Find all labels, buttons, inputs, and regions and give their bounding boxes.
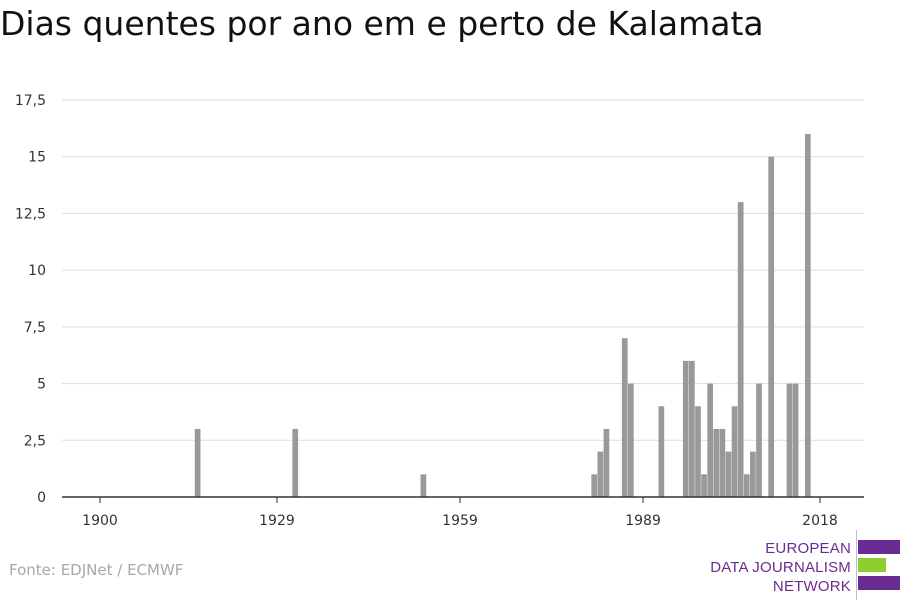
y-tick-label: 10 — [28, 263, 46, 279]
y-tick-label: 12,5 — [15, 206, 46, 222]
x-axis-tick-labels: 1900 1929 1959 1989 2018 — [82, 513, 838, 529]
bar-1997 — [689, 360, 695, 497]
x-tick-label: 2018 — [802, 513, 838, 529]
bar-1996 — [682, 360, 689, 497]
bar-1932 — [292, 428, 299, 497]
logo-divider — [856, 530, 857, 600]
x-tick-label: 1900 — [82, 513, 118, 529]
y-tick-label: 2,5 — [24, 433, 46, 449]
bar-2002 — [719, 428, 726, 497]
logo-purple-bar-bottom — [858, 576, 900, 590]
edjnet-logo[interactable]: EUROPEAN DATA JOURNALISM NETWORK — [700, 530, 900, 600]
bar-2013 — [786, 383, 793, 497]
y-tick-label: 5 — [37, 377, 46, 393]
bar-2010 — [768, 156, 775, 497]
y-tick-label: 7,5 — [24, 320, 46, 336]
x-tick-label: 1989 — [625, 513, 661, 529]
bar-1981 — [591, 474, 598, 497]
bar-2001 — [713, 428, 720, 497]
bar-2014 — [792, 383, 799, 497]
bar-1916 — [194, 428, 201, 497]
bar-2007 — [750, 451, 756, 497]
logo-purple-bar-top — [858, 540, 900, 554]
bar-1983 — [603, 428, 610, 497]
bar-1982 — [597, 451, 604, 497]
bar-2006 — [743, 474, 750, 497]
bar-2008 — [756, 383, 762, 497]
bar-1998 — [695, 406, 701, 497]
bar-1999 — [701, 474, 707, 497]
bar-2004 — [731, 406, 738, 497]
bars — [194, 134, 811, 498]
logo-line-european: EUROPEAN — [765, 540, 851, 557]
y-tick-label: 17,5 — [15, 93, 46, 109]
bar-1992 — [658, 406, 665, 497]
bar-2003 — [725, 451, 732, 497]
source-note: Fonte: EDJNet / ECMWF — [9, 561, 184, 579]
logo-line-data-journalism: DATA JOURNALISM — [710, 559, 851, 576]
bar-2000 — [707, 383, 714, 497]
bar-1986 — [621, 338, 628, 497]
bar-1987 — [627, 383, 634, 497]
bar-2016 — [804, 134, 811, 497]
logo-line-network: NETWORK — [772, 578, 851, 595]
y-axis-tick-labels: 0 2,5 5 7,5 10 12,5 15 17,5 — [15, 93, 46, 506]
logo-wordmark: EUROPEAN DATA JOURNALISM NETWORK — [710, 539, 851, 596]
x-tick-label: 1929 — [259, 513, 295, 529]
chart-title: Dias quentes por ano em e perto de Kalam… — [0, 4, 764, 43]
y-tick-label: 15 — [28, 150, 46, 166]
bar-2005 — [737, 202, 744, 498]
x-tick-label: 1959 — [442, 513, 478, 529]
y-tick-label: 0 — [37, 490, 46, 506]
bar-1953 — [420, 474, 427, 497]
x-axis — [62, 496, 864, 503]
logo-green-bar — [858, 558, 886, 572]
gridlines — [62, 99, 864, 441]
